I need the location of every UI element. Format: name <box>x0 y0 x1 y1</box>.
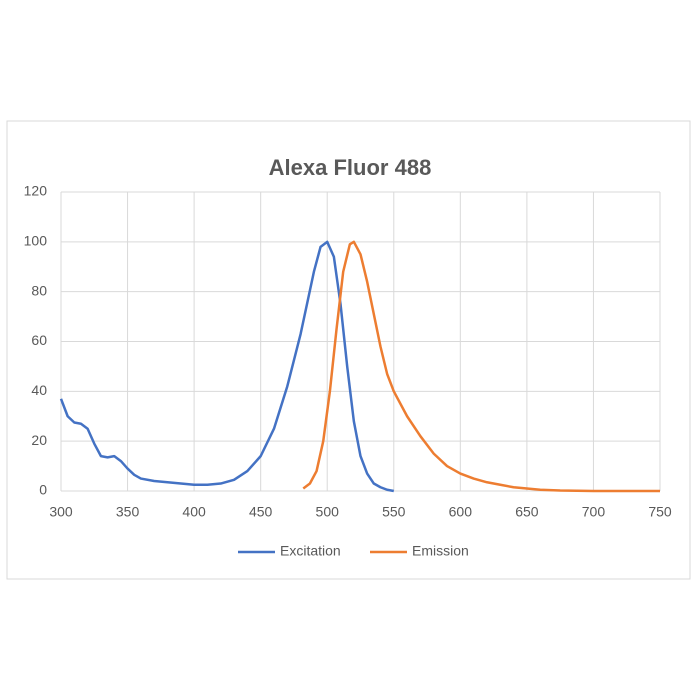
chart-frame <box>6 120 691 580</box>
y-tick-label: 100 <box>24 233 48 249</box>
x-tick-label: 650 <box>515 504 539 520</box>
y-tick-label: 40 <box>31 382 47 398</box>
y-tick-label: 20 <box>31 432 47 448</box>
x-tick-label: 450 <box>249 504 273 520</box>
x-tick-label: 350 <box>116 504 140 520</box>
x-tick-label: 750 <box>648 504 672 520</box>
y-tick-label: 80 <box>31 282 47 298</box>
x-tick-label: 300 <box>49 504 73 520</box>
x-tick-label: 600 <box>449 504 473 520</box>
chart-title: Alexa Fluor 488 <box>269 155 432 180</box>
x-tick-label: 500 <box>316 504 340 520</box>
y-tick-label: 120 <box>24 183 48 199</box>
series-line <box>59 240 395 493</box>
x-tick-label: 550 <box>382 504 406 520</box>
series-line <box>302 240 660 493</box>
legend-label: Excitation <box>280 543 341 559</box>
x-tick-label: 400 <box>182 504 206 520</box>
y-tick-label: 0 <box>39 482 47 498</box>
x-tick-label: 700 <box>582 504 606 520</box>
y-tick-label: 60 <box>31 332 47 348</box>
legend-label: Emission <box>412 543 469 559</box>
